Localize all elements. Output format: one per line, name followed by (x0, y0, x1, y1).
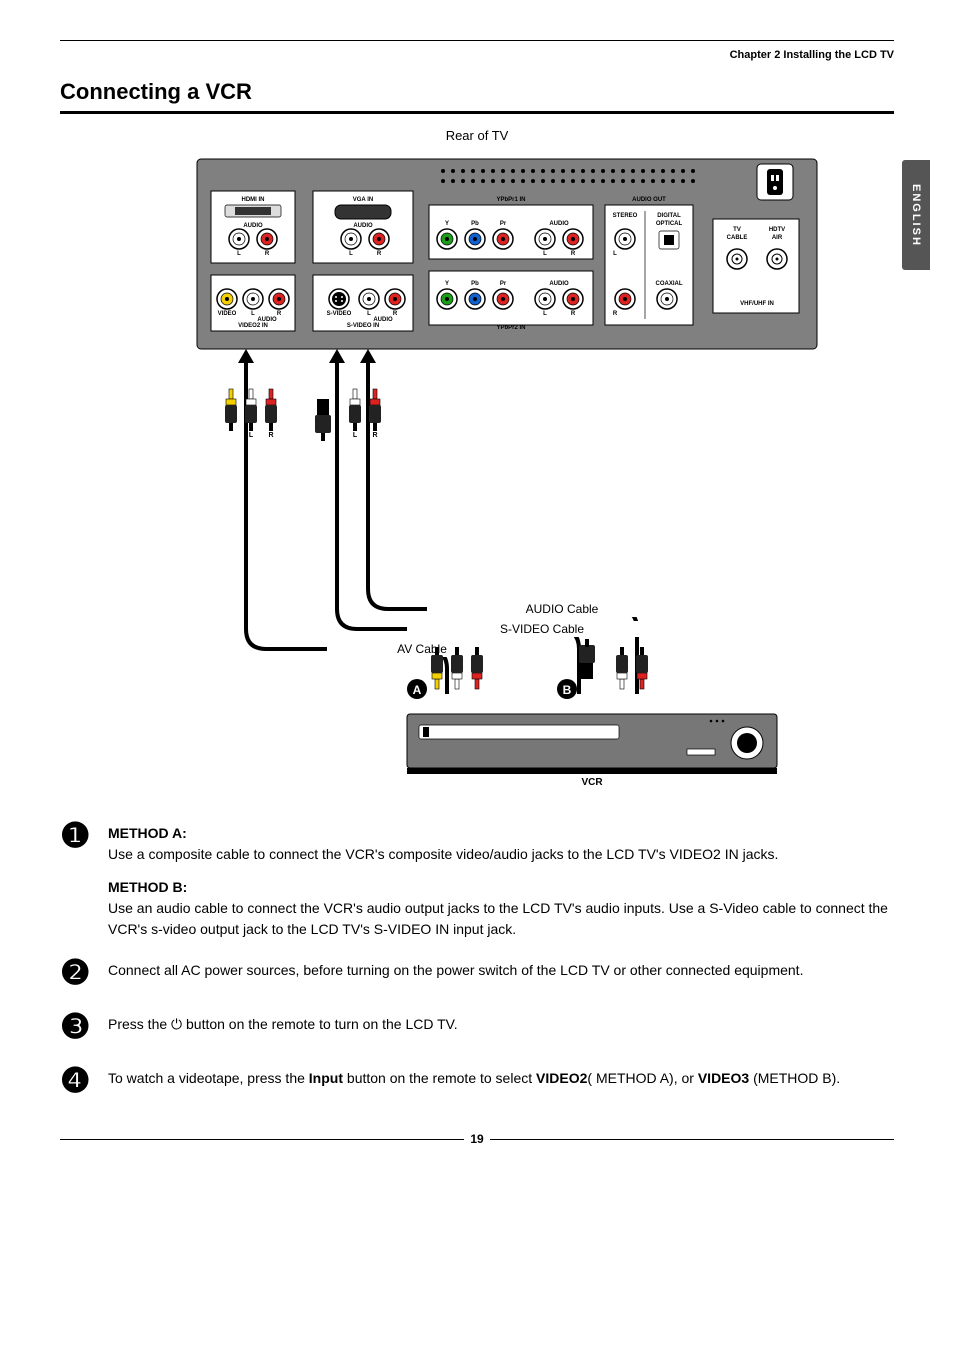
marker-b: B (563, 683, 572, 697)
diagram-svg: HDMI IN AUDIO L R VGA IN AUDIO L R VIDEO… (127, 149, 827, 789)
step-4: ❹ To watch a videotape, press the Input … (60, 1068, 894, 1102)
svg-text:Y: Y (445, 281, 449, 287)
svg-text:Pr: Pr (500, 281, 507, 287)
step-3-body: Press the ⏻ button on the remote to turn… (108, 1014, 894, 1035)
svg-text:R: R (393, 311, 398, 317)
label-svideo-in: S-VIDEO IN (347, 323, 379, 329)
svg-text:R: R (277, 311, 282, 317)
svg-text:R: R (268, 432, 273, 439)
page-number: 19 (464, 1132, 489, 1146)
language-tab: ENGLISH (902, 160, 930, 270)
rear-of-tv-label: Rear of TV (446, 128, 509, 143)
svg-text:VIDEO: VIDEO (218, 311, 237, 317)
svg-text:R: R (613, 311, 618, 317)
svg-text:Pr: Pr (500, 221, 507, 227)
label-hdmi-in: HDMI IN (242, 197, 265, 203)
method-b-body: Use an audio cable to connect the VCR's … (108, 898, 894, 940)
svg-text:L: L (543, 251, 547, 257)
svg-text:AUDIO: AUDIO (549, 281, 569, 287)
svg-text:AUDIO: AUDIO (549, 221, 569, 227)
svg-text:L: L (251, 311, 255, 317)
audio-cable-label: AUDIO Cable (526, 602, 599, 616)
method-b-head: METHOD B: (108, 877, 894, 898)
svg-text:L: L (353, 432, 358, 439)
svg-text:L: L (349, 251, 353, 257)
page-footer: 19 (60, 1132, 894, 1146)
svg-text:L: L (249, 432, 254, 439)
svg-text:L: L (543, 311, 547, 317)
av-cable-label: AV Cable (397, 642, 447, 656)
svg-text:Pb: Pb (471, 221, 479, 227)
svg-text:CABLE: CABLE (727, 235, 748, 241)
svg-text:L: L (613, 251, 617, 257)
svg-text:Y: Y (445, 221, 449, 227)
connection-diagram: Rear of TV HDMI (60, 128, 894, 813)
svg-text:S-VIDEO: S-VIDEO (327, 311, 352, 317)
svg-text:AUDIO: AUDIO (353, 223, 373, 229)
svg-text:R: R (377, 251, 382, 257)
marker-a: A (413, 683, 422, 697)
svg-text:L: L (367, 311, 371, 317)
step-3: ❸ Press the ⏻ button on the remote to tu… (60, 1014, 894, 1048)
svg-text:R: R (265, 251, 270, 257)
svg-text:AIR: AIR (772, 235, 783, 241)
svideo-cable-label: S-VIDEO Cable (500, 622, 584, 636)
svg-text:DIGITAL: DIGITAL (657, 213, 681, 219)
chapter-label: Chapter 2 Installing the LCD TV (60, 49, 894, 61)
svg-text:STEREO: STEREO (613, 213, 638, 219)
method-a-head: METHOD A: (108, 823, 894, 844)
step-number-icon: ❸ (60, 1010, 108, 1044)
svg-text:OPTICAL: OPTICAL (656, 221, 683, 227)
svg-text:R: R (571, 311, 576, 317)
svg-text:R: R (571, 251, 576, 257)
step-number-icon: ❹ (60, 1064, 108, 1098)
svg-text:R: R (372, 432, 377, 439)
label-audio: AUDIO (243, 223, 263, 229)
svg-text:L: L (237, 251, 241, 257)
svg-text:TV: TV (733, 227, 741, 233)
label-vhf-uhf: VHF/UHF IN (740, 301, 774, 307)
step-number-icon: ❷ (60, 956, 108, 990)
step-2-body: Connect all AC power sources, before tur… (108, 960, 894, 981)
svg-text:COAXIAL: COAXIAL (656, 281, 683, 287)
step-number-icon: ❶ (60, 819, 108, 853)
steps-list: ❶ METHOD A: Use a composite cable to con… (60, 823, 894, 1102)
svg-text:Pb: Pb (471, 281, 479, 287)
svg-text:HDTV: HDTV (769, 227, 785, 233)
method-a-body: Use a composite cable to connect the VCR… (108, 844, 894, 865)
label-ypbpr1: YPbPr1 IN (496, 197, 525, 203)
label-ypbpr2: YPbPr2 IN (496, 325, 525, 331)
label-vga-in: VGA IN (353, 197, 373, 203)
step-2: ❷ Connect all AC power sources, before t… (60, 960, 894, 994)
vcr-label: VCR (581, 777, 603, 788)
page-title: Connecting a VCR (60, 79, 894, 105)
label-audio-out: AUDIO OUT (632, 197, 666, 203)
step-1: ❶ METHOD A: Use a composite cable to con… (60, 823, 894, 940)
step-4-body: To watch a videotape, press the Input bu… (108, 1068, 894, 1089)
label-video2-in: VIDEO2 IN (238, 323, 268, 329)
